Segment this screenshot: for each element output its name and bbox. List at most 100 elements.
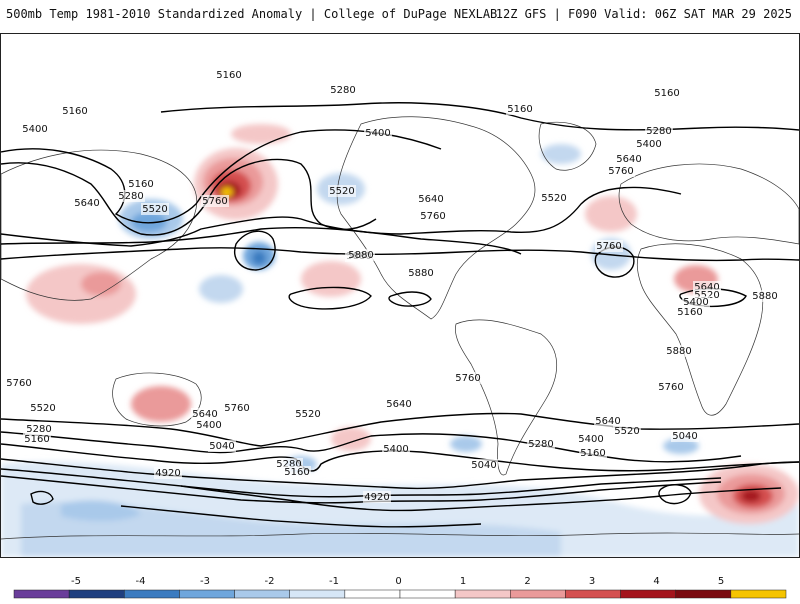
contour-label: 5760 — [202, 196, 227, 207]
contour-label-bg — [676, 306, 704, 318]
map-panel: 5160 5280 5160 5400 5160 5280 5640 5520 5760 5400… — [0, 33, 800, 558]
colorbar-tick-label: 1 — [460, 576, 466, 587]
contour-label: 5640 — [74, 198, 99, 209]
contour-label: 5280 — [276, 459, 301, 470]
s-atlantic-cool — [450, 436, 482, 452]
contour-label-bg — [613, 425, 641, 437]
anomaly-shading — [1, 124, 799, 557]
contour-label: 5520 — [142, 204, 167, 215]
contour-label: 5520 — [30, 403, 55, 414]
contour-label-bg — [294, 408, 322, 420]
colorbar-tick-label: 4 — [653, 576, 659, 587]
contour-label: 5160 — [216, 70, 241, 81]
south-pacific-warm — [301, 261, 361, 297]
contour-label: 5160 — [507, 104, 532, 115]
contour-labels: 5160528051605400516052805640552057605400… — [5, 69, 779, 503]
contour-label-bg — [195, 419, 223, 431]
contour-label: 5640 — [418, 194, 443, 205]
contour-label-bg — [154, 467, 182, 479]
contour-label: 5280 — [118, 191, 143, 202]
contour-label-bg — [506, 103, 534, 115]
contour-label: 4920 — [364, 492, 389, 503]
colorbar-tick-label: 0 — [395, 576, 401, 587]
contour-label: 5280 — [528, 439, 553, 450]
contour-closed-pacific-low — [234, 230, 276, 271]
contour-label: 5520 — [329, 186, 354, 197]
contour-label-bg — [540, 192, 568, 204]
contour-label: 5640 — [386, 399, 411, 410]
contour-label: 5400 — [683, 297, 708, 308]
contour-label: 5520 — [614, 426, 639, 437]
colorbar-tick-label: -3 — [200, 576, 210, 587]
contour-5520-south — [1, 443, 799, 472]
contour-5640-south — [1, 431, 742, 463]
contour-5760-south — [1, 412, 799, 447]
greenland-cool — [541, 144, 581, 164]
colorbar-tick-label: 2 — [524, 576, 530, 587]
contour-label-bg — [665, 345, 693, 357]
contour-label: 5760 — [596, 241, 621, 252]
contour-label: 5760 — [658, 382, 683, 393]
australia-warm — [131, 386, 191, 422]
contour-closed-southern-low — [658, 484, 692, 505]
coastline-australia — [112, 372, 202, 427]
contour-label-bg — [363, 491, 391, 503]
contour-label-bg — [382, 443, 410, 455]
contour-label-bg — [127, 178, 155, 190]
contour-label-bg — [607, 165, 635, 177]
contour-label-bg — [407, 267, 435, 279]
contour-closed-southern-low-2 — [30, 490, 54, 505]
colorbar-tick-label: -2 — [265, 576, 275, 587]
contour-label: 5040 — [209, 441, 234, 452]
contour-label-bg — [671, 430, 699, 442]
contour-label-bg — [470, 459, 498, 471]
colorbar: -5 -4 -3 -2 -1 0 1 2 3 4 5 — [0, 560, 800, 600]
contour-label-bg — [751, 290, 779, 302]
contour-label-bg — [223, 402, 251, 414]
contour-label: 5280 — [26, 424, 51, 435]
contour-label-bg — [417, 193, 445, 205]
colorbar-tick-label: 5 — [718, 576, 724, 587]
contour-label: 5760 — [224, 403, 249, 414]
contour-label: 5160 — [654, 88, 679, 99]
contour-label-bg — [23, 433, 51, 445]
coastline-asia — [1, 149, 198, 301]
coastline-europe — [618, 163, 799, 245]
coastline-africa — [636, 243, 764, 416]
contour-label: 5160 — [24, 434, 49, 445]
maritime-warm-core — [81, 272, 121, 296]
colorbar-swatch — [13, 589, 70, 599]
height-contours — [1, 102, 799, 528]
contour-label: 5520 — [694, 290, 719, 301]
colorbar-swatch — [565, 589, 621, 599]
contour-label: 5760 — [420, 211, 445, 222]
n-atlantic-warm — [585, 196, 637, 232]
contour-5160-south — [1, 475, 722, 504]
contour-label: 4920 — [155, 468, 180, 479]
contour-label-bg — [5, 377, 33, 389]
contour-label-bg — [283, 466, 311, 478]
contour-label: 5760 — [6, 378, 31, 389]
colorbar-tick-label: -5 — [71, 576, 81, 587]
colorbar-swatch — [124, 589, 180, 599]
coastline-greenland — [538, 121, 597, 171]
contour-label: 5640 — [694, 282, 719, 293]
contour-label-bg — [141, 203, 169, 215]
contour-label-bg — [61, 105, 89, 117]
north-pacific-warm-5 — [221, 187, 233, 197]
contour-label-bg — [329, 84, 357, 96]
contour-label: 5280 — [646, 126, 671, 137]
contour-5400-north — [1, 158, 377, 236]
contour-label-bg — [657, 381, 685, 393]
contour-label: 5040 — [672, 431, 697, 442]
contour-label: 5400 — [22, 124, 47, 135]
contour-label: 5160 — [128, 179, 153, 190]
colorbar-swatch — [620, 589, 676, 599]
colorbar-swatch — [68, 589, 125, 599]
contour-label: 5160 — [284, 467, 309, 478]
contour-label: 5400 — [578, 434, 603, 445]
contour-label-bg — [328, 185, 356, 197]
southern-cold-band-inner — [21, 501, 561, 557]
contour-label: 5400 — [365, 128, 390, 139]
contour-label-bg — [25, 423, 53, 435]
